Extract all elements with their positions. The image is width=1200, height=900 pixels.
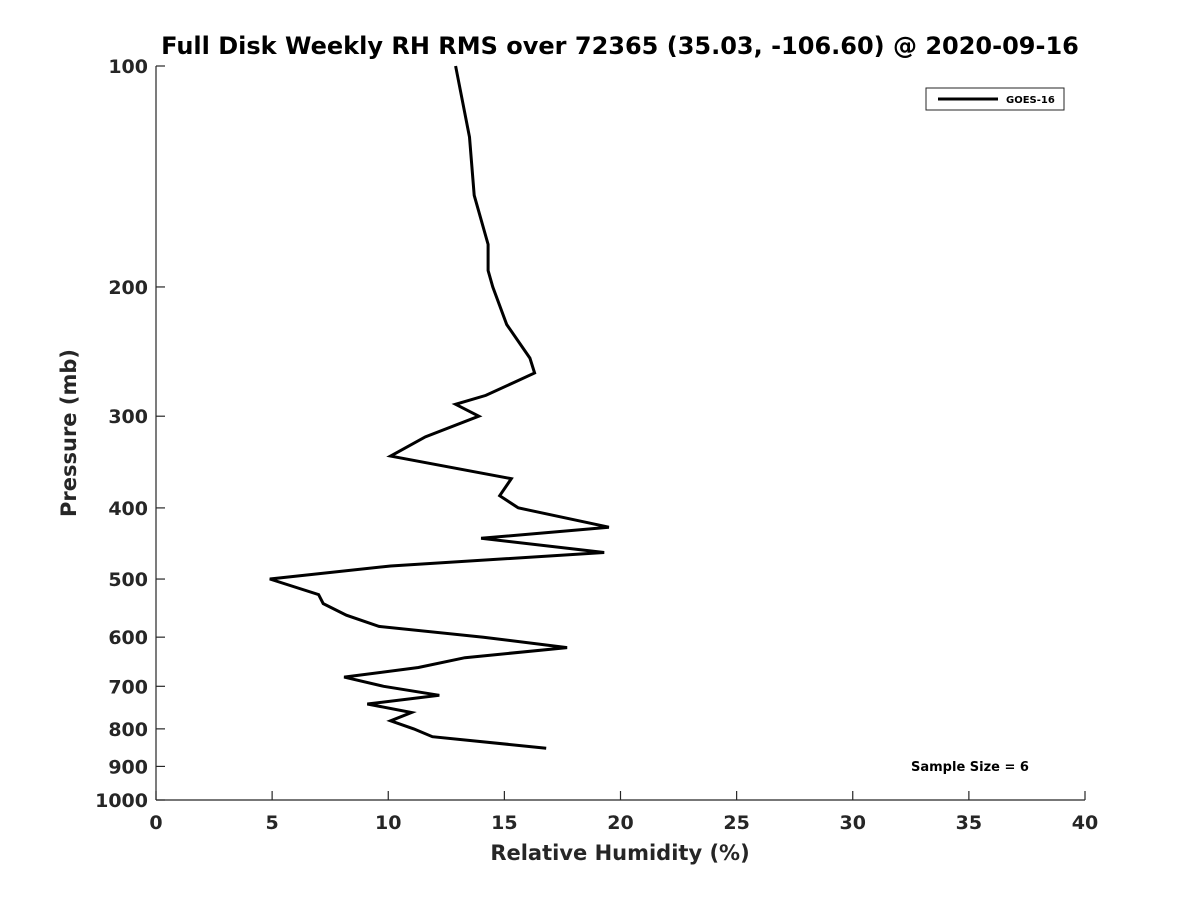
legend-label-goes-16: GOES-16 xyxy=(1006,95,1055,106)
legend: GOES-16 xyxy=(925,87,1065,111)
chart-title: Full Disk Weekly RH RMS over 72365 (35.0… xyxy=(161,32,1079,60)
y-tick-label: 200 xyxy=(108,277,148,299)
y-tick-label: 300 xyxy=(108,406,148,428)
x-tick-label: 10 xyxy=(375,812,401,834)
y-tick-label: 600 xyxy=(108,627,148,649)
series-line-goes-16 xyxy=(269,65,610,750)
y-axis-label: Pressure (mb) xyxy=(57,349,81,517)
axes: 0 5 10 15 20 25 30 35 40 100 200 300 400 500 600 700 80… xyxy=(95,56,1098,834)
y-tick-label: 900 xyxy=(108,756,148,778)
series-layer xyxy=(269,65,610,750)
x-tick-label: 25 xyxy=(723,812,749,834)
x-tick-label: 40 xyxy=(1072,812,1098,834)
y-ticks: 100 200 300 400 500 600 700 800 900 1000 xyxy=(95,56,165,812)
x-tick-label: 0 xyxy=(149,812,162,834)
x-tick-label: 5 xyxy=(266,812,279,834)
y-tick-label: 400 xyxy=(108,498,148,520)
x-tick-label: 30 xyxy=(840,812,866,834)
x-tick-label: 20 xyxy=(607,812,633,834)
y-tick-label: 100 xyxy=(108,56,148,78)
y-tick-label: 800 xyxy=(108,719,148,741)
y-tick-label: 1000 xyxy=(95,790,148,812)
x-ticks: 0 5 10 15 20 25 30 35 40 xyxy=(149,791,1098,834)
x-tick-label: 35 xyxy=(956,812,982,834)
x-axis-label: Relative Humidity (%) xyxy=(490,841,749,865)
y-tick-label: 700 xyxy=(108,676,148,698)
x-tick-label: 15 xyxy=(491,812,517,834)
y-tick-label: 500 xyxy=(108,569,148,591)
sample-size-annotation: Sample Size = 6 xyxy=(911,760,1029,775)
